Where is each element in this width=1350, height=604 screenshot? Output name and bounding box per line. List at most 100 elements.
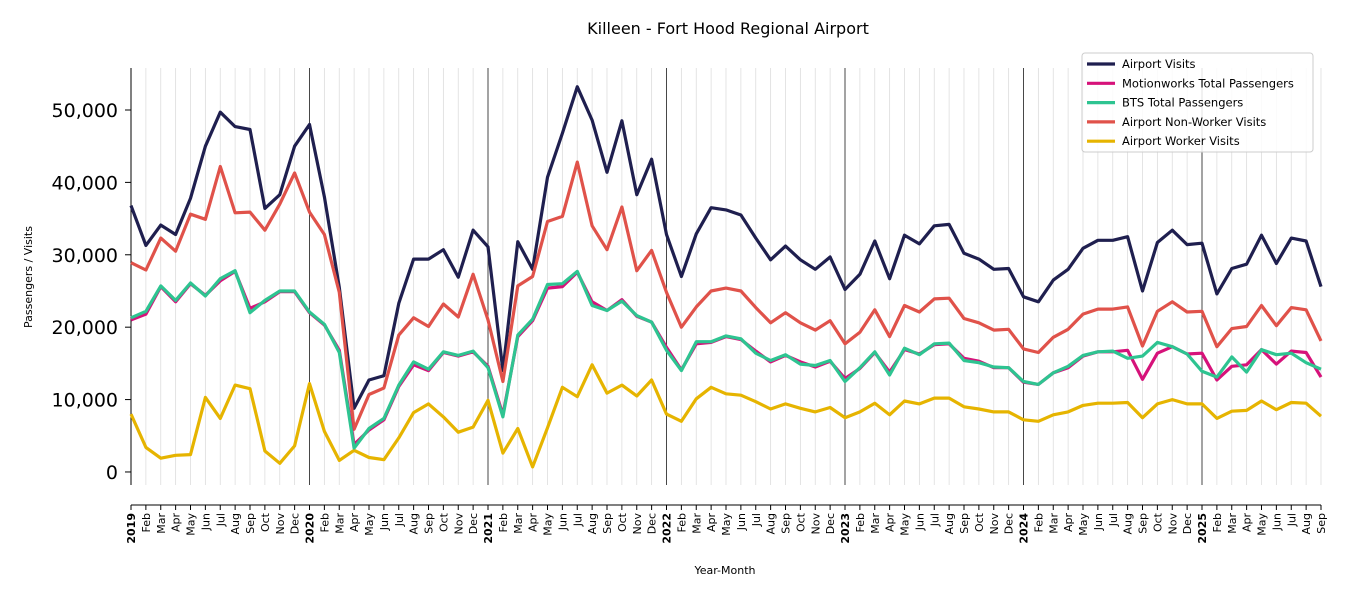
x-tick-label: Sep (244, 513, 257, 534)
x-tick-label: Feb (497, 513, 510, 532)
legend-label: Airport Visits (1122, 57, 1196, 71)
x-tick-label: Feb (854, 513, 867, 532)
series-lines (129, 85, 1323, 469)
x-tick-label: Jul (928, 513, 941, 527)
x-tick-label: 2022 (661, 513, 674, 544)
x-tick-label: Oct (1151, 512, 1164, 532)
x-axis-label: Year-Month (693, 564, 755, 577)
x-tick-label: May (185, 513, 198, 536)
x-tick-label: Jul (1285, 513, 1298, 527)
series-line-airport-worker-visits (129, 363, 1323, 469)
x-tick-label: Sep (1137, 513, 1150, 534)
y-tick-label: 10,000 (52, 390, 118, 412)
chart-title: Killeen - Fort Hood Regional Airport (587, 19, 869, 38)
x-tick-label: Dec (1003, 513, 1016, 534)
x-tick-label: Jun (378, 513, 391, 531)
x-tick-label: Jul (214, 513, 227, 527)
x-tick-label: 2025 (1196, 513, 1209, 544)
x-tick-label: Sep (958, 513, 971, 534)
x-tick-label: Feb (675, 513, 688, 532)
series-line-airport-non-worker-visits (130, 160, 1323, 431)
x-tick-label: Aug (1122, 513, 1135, 534)
series-line-airport-visits (129, 85, 1323, 410)
x-tick-label: 2024 (1018, 513, 1031, 544)
x-tick-label: May (1256, 513, 1269, 536)
x-tick-label: Oct (973, 512, 986, 532)
x-tick-label: Jun (556, 513, 569, 531)
x-tick-label: Aug (229, 513, 242, 534)
x-tick-label: 2019 (125, 513, 138, 544)
x-tick-label: Jul (571, 513, 584, 527)
legend-label: BTS Total Passengers (1122, 96, 1243, 110)
y-tick-label: 20,000 (52, 317, 118, 339)
x-tick-label: Apr (1241, 513, 1254, 533)
x-tick-label: Oct (616, 512, 629, 532)
x-tick-label: Jul (750, 513, 763, 527)
x-tick-label: Dec (289, 513, 302, 534)
x-tick-label: Mar (869, 513, 882, 534)
x-tick-label: Mar (155, 513, 168, 534)
x-tick-label: Aug (586, 513, 599, 534)
x-tick-label: Feb (140, 513, 153, 532)
x-tick-label: Mar (1226, 513, 1239, 534)
y-axis-label: Passengers / Visits (22, 226, 35, 328)
x-tick-label: Aug (943, 513, 956, 534)
y-tick-label: 50,000 (52, 100, 118, 122)
x-tick-label: Feb (318, 513, 331, 532)
x-tick-label: May (1077, 513, 1090, 536)
legend-label: Motionworks Total Passengers (1122, 76, 1294, 90)
x-tick-label: Sep (780, 513, 793, 534)
x-tick-label: Apr (884, 513, 897, 533)
x-tick-label: Sep (423, 513, 436, 534)
x-tick-label: May (899, 513, 912, 536)
x-tick-label: Mar (1047, 513, 1060, 534)
x-tick-label: May (363, 513, 376, 536)
y-tick-label: 0 (106, 462, 118, 484)
y-tick-label: 30,000 (52, 245, 118, 267)
x-tick-label: Nov (809, 513, 822, 535)
x-tick-label: Dec (646, 513, 659, 534)
x-tick-label: Apr (705, 513, 718, 533)
x-tick-label: Aug (1300, 513, 1313, 534)
x-tick-label: Mar (512, 513, 525, 534)
x-tick-label: Dec (824, 513, 837, 534)
x-tick-label: 2021 (482, 513, 495, 544)
x-tick-label: Nov (631, 513, 644, 535)
x-tick-label: Jun (199, 513, 212, 531)
legend-label: Airport Non-Worker Visits (1122, 115, 1266, 129)
x-tick-label: Jul (1107, 513, 1120, 527)
x-tick-label: Sep (1315, 513, 1328, 534)
x-tick-label: Oct (437, 512, 450, 532)
x-tick-label: Sep (601, 513, 614, 534)
x-tick-label: Jun (1270, 513, 1283, 531)
legend-box (1081, 52, 1314, 153)
x-tick-label: May (720, 513, 733, 536)
x-tick-label: Dec (467, 513, 480, 534)
x-tick-label: Feb (1211, 513, 1224, 532)
series-line-bts-total-passengers (130, 269, 1322, 450)
x-tick-label: Apr (1062, 513, 1075, 533)
x-tick-label: Nov (452, 513, 465, 535)
grid (130, 68, 1322, 485)
x-tick-label: May (542, 513, 555, 536)
legend-label: Airport Worker Visits (1122, 134, 1240, 148)
x-tick-label: Apr (527, 513, 540, 533)
x-tick-label: Mar (333, 513, 346, 534)
x-tick-label: Nov (274, 513, 287, 535)
x-tick-label: Aug (408, 513, 421, 534)
x-tick-label: Jun (1092, 513, 1105, 531)
x-tick-label: 2023 (839, 513, 852, 544)
y-tick-label: 40,000 (52, 172, 118, 194)
x-tick-label: Feb (1032, 513, 1045, 532)
x-tick-label: Jul (393, 513, 406, 527)
x-tick-label: Oct (794, 512, 807, 532)
x-tick-label: Apr (348, 513, 361, 533)
x-tick-label: Apr (170, 513, 183, 533)
x-tick-label: Aug (765, 513, 778, 534)
x-tick-label: Mar (690, 513, 703, 534)
x-tick-label: Jun (735, 513, 748, 531)
x-tick-label: Nov (988, 513, 1001, 535)
axes: 2019 Feb Mar Apr May Jun Jul Aug Sep Oct Nov Dec 202… (52, 68, 1328, 544)
x-tick-label: Jun (913, 513, 926, 531)
